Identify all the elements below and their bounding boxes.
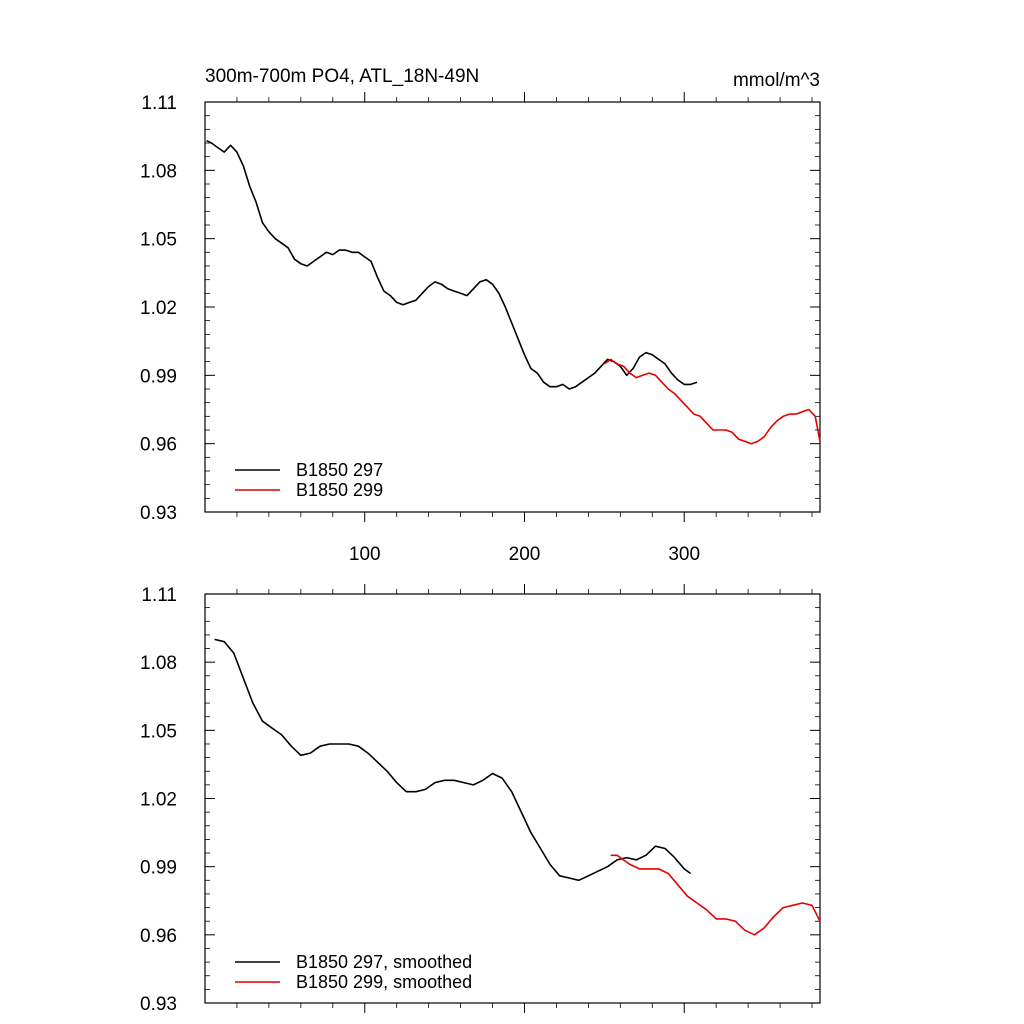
series-line-0 — [214, 638, 692, 882]
x-tick-label: 200 — [509, 544, 541, 565]
y-tick-label: 1.05 — [140, 230, 177, 251]
series-line-1 — [603, 358, 821, 445]
y-tick-label: 0.93 — [140, 994, 177, 1015]
y-tick-label: 1.08 — [140, 161, 177, 182]
chart-title: 300m-700m PO4, ATL_18N-49N — [205, 66, 479, 87]
legend-label: B1850 297, smoothed — [296, 952, 472, 972]
x-tick-label: 100 — [349, 544, 381, 565]
y-tick-label: 0.99 — [140, 366, 177, 387]
legend-label: B1850 297 — [296, 460, 383, 480]
panel-top: 0.93 0.96 0.99 1.02 1.05 1.08 1.11 100 200 300 B18… — [140, 92, 821, 565]
series-line-1 — [610, 854, 821, 936]
series-line-0 — [206, 139, 698, 390]
plot-frame — [204, 593, 821, 1004]
legend-label: B1850 299, smoothed — [296, 972, 472, 992]
y-tick-label: 1.08 — [140, 653, 177, 674]
legend-label: B1850 299 — [296, 480, 383, 500]
plot-frame — [204, 101, 821, 513]
x-tick-label: 300 — [668, 544, 700, 565]
y-tick-label: 1.02 — [140, 298, 177, 319]
panel-bottom: 0.93 0.96 0.99 1.02 1.05 1.08 1.11 B1850 297, s… — [140, 584, 821, 1015]
y-tick-label: 0.96 — [140, 926, 177, 947]
y-tick-label: 1.02 — [140, 790, 177, 811]
y-tick-label: 0.93 — [140, 503, 177, 524]
chart-units: mmol/m^3 — [733, 70, 820, 91]
y-tick-label: 0.96 — [140, 435, 177, 456]
y-tick-label: 1.11 — [141, 93, 177, 114]
y-tick-label: 1.05 — [140, 721, 177, 742]
y-tick-label: 0.99 — [140, 858, 177, 879]
y-tick-label: 1.11 — [141, 585, 177, 606]
